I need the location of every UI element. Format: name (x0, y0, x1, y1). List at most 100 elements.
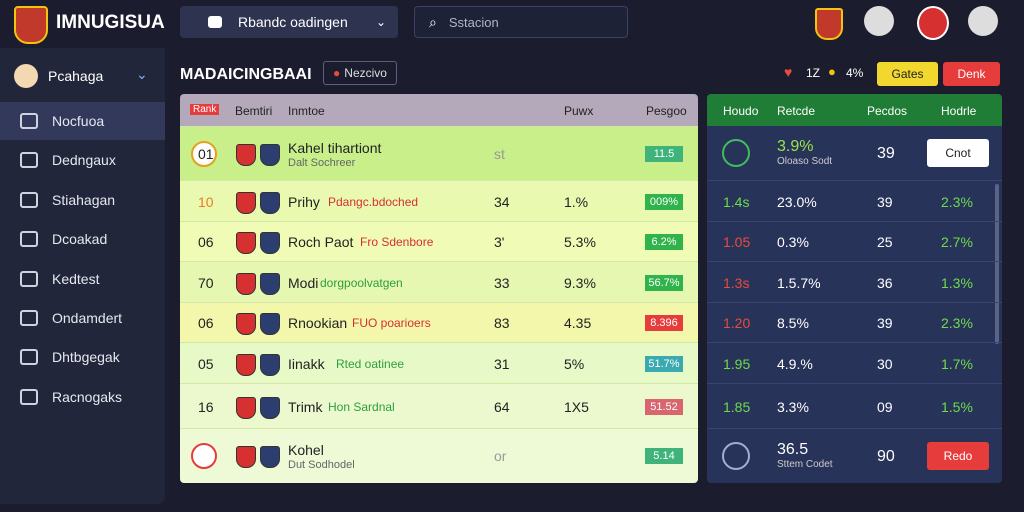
stat: 83 (494, 315, 510, 331)
button[interactable]: Cnot (927, 139, 989, 167)
nav-item[interactable]: Kedtest (0, 260, 165, 298)
badge: 6.2% (645, 234, 683, 250)
stat: 34 (494, 193, 510, 210)
badge: 51.7% (645, 355, 683, 372)
value: 23.0% (777, 193, 817, 210)
tag[interactable]: ● Nezcivo (323, 61, 397, 85)
column-header: Inmtoe (288, 104, 325, 118)
value: 39 (877, 193, 893, 210)
scrollbar[interactable] (995, 184, 999, 344)
table-header: Rank Bemtiri Inmtoe Puwx Pesgoo (180, 94, 698, 126)
value: 90 (877, 448, 895, 465)
stat: 5% (564, 355, 585, 372)
page-title: MADAICINGBAAI (180, 66, 312, 83)
nav-label: Stiahagan (52, 191, 116, 208)
team-logo (260, 446, 280, 468)
panel-row: 1.85 3.3% 09 1.5% (707, 383, 1002, 429)
nav-icon (20, 152, 38, 169)
team-logo (260, 313, 280, 335)
rank: 10 (198, 193, 214, 210)
value: 1.3% (941, 274, 973, 291)
team-logo (260, 272, 280, 295)
stat: 5.3% (564, 234, 596, 250)
nav-icon (20, 191, 38, 208)
team-name: Kahel tihartiont (288, 140, 382, 156)
rate: 4% (846, 66, 864, 80)
team-name: Prihy (288, 193, 320, 210)
stat: 4.35 (564, 315, 592, 331)
value: 1.4s (723, 193, 750, 210)
status-icon (722, 442, 750, 470)
panel-row: 1.4s 23.0% 39 2.3% (707, 180, 1002, 222)
search[interactable]: ⌕ Sstacion (414, 6, 628, 38)
value: 1.5.7% (777, 274, 821, 291)
button[interactable]: Denk (943, 62, 1000, 86)
table-row: 10 Prihy Pdangc.bdoched 34 1.% 009% (180, 180, 698, 222)
team-detail: dorgpoolvatgen (320, 275, 403, 290)
user-avatar (14, 64, 38, 88)
team-logo (260, 232, 280, 254)
value: 1.20 (723, 315, 751, 331)
nav-item[interactable]: Ondamdert (0, 299, 165, 337)
heart-icon[interactable]: ♥ (784, 64, 793, 80)
avatar[interactable] (864, 6, 894, 36)
nav-item[interactable]: Stiahagan (0, 181, 165, 219)
button[interactable]: Gates (877, 62, 938, 86)
value-detail: Sttem Codet (777, 459, 833, 470)
value: 1.7% (941, 355, 973, 372)
table-row: 01 Kahel tihartiont Dalt Sochreer st 11.5 (180, 126, 698, 181)
team-logo (236, 353, 256, 376)
badge: 8.396 (645, 315, 683, 331)
nav-item[interactable]: Dcoakad (0, 220, 165, 258)
avatar[interactable] (968, 6, 998, 36)
nav-item[interactable]: Dedngaux (0, 141, 165, 179)
column-header: Rank (190, 104, 220, 115)
column-header: Retcde (777, 104, 816, 118)
team-name: Kohel (288, 442, 324, 458)
sidebar: Pcahaga ⌄ Nocfuoa Dedngaux Stiahagan Dcoaka… (0, 48, 165, 504)
rank: 06 (198, 315, 214, 331)
panel-row: 36.5 Sttem Codet 90 Redo (707, 428, 1002, 483)
team-logo (260, 353, 280, 376)
team-detail: Pdangc.bdoched (328, 194, 419, 209)
nav-icon (20, 270, 38, 287)
badge: 5.14 (645, 448, 683, 464)
user-name: Pcahaga (48, 68, 104, 84)
team-name: Iinakk (288, 355, 325, 372)
nav-item[interactable]: Nocfuoa (0, 102, 165, 140)
nav-item[interactable]: Racnogaks (0, 378, 165, 416)
value: 4.9.% (777, 355, 813, 372)
value: 39 (877, 315, 893, 331)
team-detail: Fro Sdenbore (360, 235, 434, 249)
stat: 64 (494, 398, 510, 415)
value: 3.9% (777, 138, 814, 155)
stat: 9.3% (564, 274, 596, 291)
logo-icon (14, 6, 48, 44)
panel-header: Houdo Retcde Pecdos Hodrle (707, 94, 1002, 126)
panel-row: 1.3s 1.5.7% 36 1.3% (707, 261, 1002, 303)
dropdown[interactable]: Rbandc oadingen ⌄ (180, 6, 398, 38)
rank-circle (191, 141, 217, 167)
value: 2.7% (941, 234, 973, 250)
stat: 1.% (564, 193, 589, 210)
nav-item[interactable]: Dhtbgegak (0, 338, 165, 376)
value: 36.5 (777, 441, 809, 458)
team-detail: Hon Sardnal (328, 399, 395, 414)
column-header: Pecdos (867, 104, 908, 118)
team-logo (236, 396, 256, 419)
nav-icon (20, 388, 38, 405)
panel-row: 1.20 8.5% 39 2.3% (707, 302, 1002, 343)
table-row: 05 Iinakk Rted oatinee 31 5% 51.7% (180, 342, 698, 384)
column-header: Puwx (564, 104, 594, 118)
team-logo (236, 191, 256, 214)
club-icon[interactable] (815, 8, 843, 40)
table-row: 06 Roch Paot Fro Sdenbore 3' 5.3% 6.2% (180, 221, 698, 262)
stat: 1X5 (564, 398, 589, 415)
club-icon[interactable] (917, 6, 949, 40)
team-detail: Dut Sodhodel (288, 459, 355, 471)
button[interactable]: Redo (927, 442, 989, 470)
nav-label: Dedngaux (52, 152, 116, 169)
value: 30 (877, 355, 893, 372)
chevron[interactable]: ⌄ (136, 66, 148, 82)
stat: 31 (494, 355, 510, 372)
